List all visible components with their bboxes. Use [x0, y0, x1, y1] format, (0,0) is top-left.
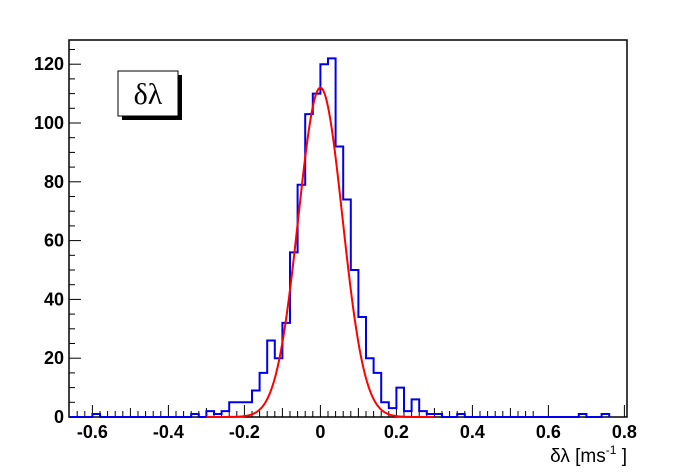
x-tick-label: 0	[315, 422, 325, 442]
x-axis-title-main: δλ [ms	[550, 446, 606, 467]
x-tick-label: -0.6	[77, 422, 108, 442]
y-axis-tick-labels: 0 20 40 60 80 100 120	[34, 54, 64, 427]
x-tick-label: 0.6	[536, 422, 561, 442]
x-axis-title: δλ [ms-1 ]	[550, 443, 627, 467]
x-tick-label: 0.2	[384, 422, 409, 442]
y-tick-label: 20	[44, 348, 64, 368]
y-tick-label: 0	[54, 407, 64, 427]
x-axis-title-close: ]	[616, 446, 627, 467]
x-axis-ticks	[76, 405, 625, 417]
y-tick-label: 120	[34, 54, 64, 74]
legend-frame	[117, 70, 179, 117]
legend-label: δλ	[134, 78, 163, 111]
y-tick-label: 80	[44, 172, 64, 192]
y-tick-label: 60	[44, 231, 64, 251]
y-axis-ticks	[69, 49, 81, 418]
gaussian-fit-curve	[206, 86, 435, 418]
plot-frame	[68, 39, 628, 418]
x-axis-tick-labels: -0.6 -0.4 -0.2 0 0.2 0.4 0.6 0.8	[77, 422, 637, 442]
y-tick-label: 100	[34, 113, 64, 133]
y-tick-label: 40	[44, 289, 64, 309]
x-tick-label: 0.4	[460, 422, 485, 442]
legend-box: δλ	[117, 70, 182, 120]
x-tick-label: -0.2	[229, 422, 260, 442]
x-tick-label: -0.4	[153, 422, 184, 442]
histogram-series	[69, 57, 611, 418]
x-axis-title-superscript: -1	[606, 443, 617, 457]
x-tick-label: 0.8	[612, 422, 637, 442]
